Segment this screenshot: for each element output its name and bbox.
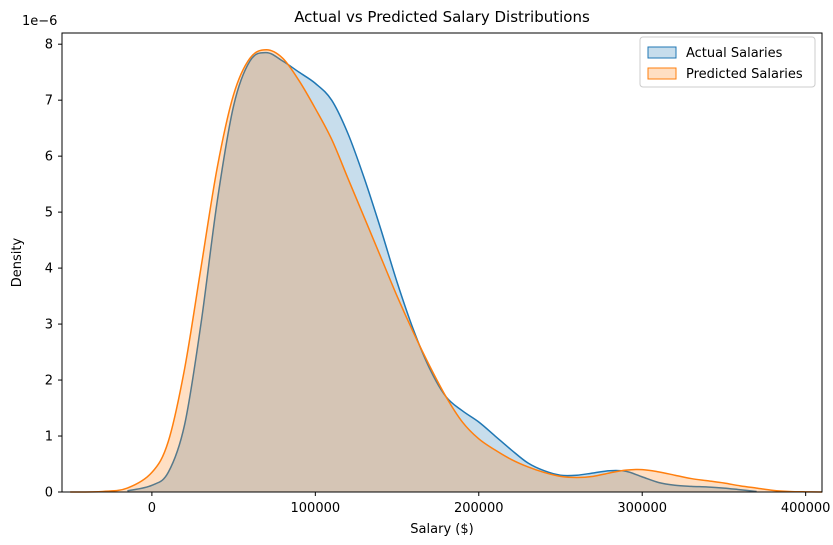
x-tick-label: 300000 — [617, 501, 667, 516]
y-tick-label: 0 — [45, 486, 53, 501]
x-tick-label: 400000 — [781, 501, 831, 516]
legend: Actual Salaries Predicted Salaries — [639, 36, 816, 88]
y-tick-label: 3 — [45, 318, 53, 333]
x-axis: 0 100000 200000 300000 400000 — [148, 492, 831, 516]
y-tick-label: 5 — [45, 206, 53, 221]
y-tick-label: 6 — [45, 150, 53, 165]
chart-title: Actual vs Predicted Salary Distributions — [294, 8, 590, 26]
x-axis-title: Salary ($) — [410, 522, 473, 537]
series-actual — [127, 51, 757, 493]
density-line-1 — [70, 49, 823, 493]
x-tick-label: 0 — [148, 501, 156, 516]
density-line-0 — [127, 51, 757, 493]
legend-label-1: Predicted Salaries — [686, 67, 803, 82]
x-tick-label: 200000 — [454, 501, 504, 516]
y-axis-title: Density — [10, 237, 25, 287]
y-tick-label: 4 — [45, 262, 53, 277]
legend-box — [639, 36, 816, 88]
axes-frame — [61, 32, 823, 493]
legend-swatch-1 — [647, 67, 677, 80]
y-tick-label: 7 — [45, 94, 53, 109]
y-tick-label: 2 — [45, 374, 53, 389]
density-area-1 — [70, 49, 823, 492]
x-tick-label: 100000 — [291, 501, 341, 516]
series-predicted — [70, 49, 823, 493]
y-tick-label: 8 — [45, 38, 53, 53]
legend-label-0: Actual Salaries — [686, 46, 783, 61]
y-tick-label: 1 — [45, 430, 53, 445]
density-area-0 — [127, 52, 757, 492]
y-axis: 0 1 2 3 4 5 6 7 8 — [45, 38, 62, 501]
legend-swatch-0 — [647, 46, 677, 59]
series-layer — [70, 49, 823, 493]
y-offset-label: 1e−6 — [22, 14, 57, 29]
